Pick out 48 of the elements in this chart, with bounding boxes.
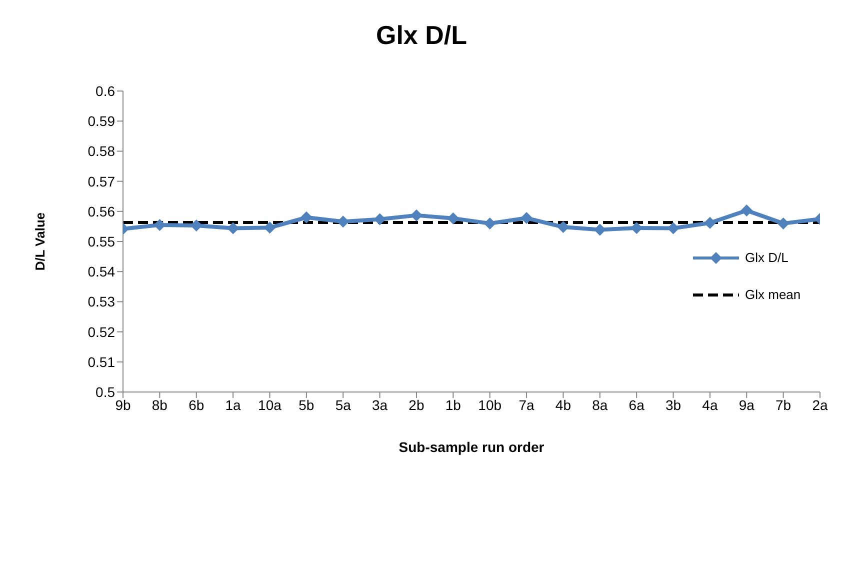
point xyxy=(594,224,606,236)
x-tick-label: 2b xyxy=(408,396,424,413)
x-tick-label: 5b xyxy=(298,396,314,413)
y-tick-label: 0.5 xyxy=(96,384,116,400)
chart-title: Glx D/L xyxy=(374,20,468,51)
x-tick-label: 4a xyxy=(702,396,718,413)
y-axis-title: D/L Value xyxy=(32,212,48,271)
point xyxy=(374,213,386,226)
y-tick-label: 0.53 xyxy=(88,294,116,310)
point xyxy=(740,204,753,216)
y-tick-label: 0.56 xyxy=(88,203,116,220)
point xyxy=(337,216,350,228)
point xyxy=(410,209,422,222)
point xyxy=(557,221,570,234)
x-tick-label: 10b xyxy=(478,396,502,413)
x-tick-label: 8b xyxy=(152,396,168,413)
x-tick-label: 7b xyxy=(776,396,792,413)
y-tick-label: 0.55 xyxy=(88,233,116,250)
point xyxy=(520,212,533,224)
y-tick-label: 0.57 xyxy=(88,173,116,190)
x-tick-label: 2a xyxy=(812,396,828,413)
y-tick-label: 0.59 xyxy=(88,113,116,130)
y-tick-label: 0.6 xyxy=(96,82,116,99)
x-tick-label: 5a xyxy=(335,396,352,413)
point xyxy=(447,212,460,224)
x-tick-label: 6a xyxy=(628,396,645,413)
x-tick-label: 1a xyxy=(225,396,242,413)
x-tick-label: 3a xyxy=(372,396,388,413)
point xyxy=(300,211,312,224)
x-tick-label: 7a xyxy=(518,396,535,413)
y-tick-label: 0.51 xyxy=(88,354,116,370)
x-tick-label: 6b xyxy=(188,396,204,413)
point xyxy=(484,217,496,230)
x-tick-label: 10a xyxy=(258,396,282,413)
x-tick-label: 4b xyxy=(555,396,572,413)
legend-label: Glx D/L xyxy=(745,250,788,265)
x-tick-label: 8a xyxy=(592,396,608,413)
x-tick-label: 3b xyxy=(665,396,682,413)
y-tick-label: 0.58 xyxy=(88,143,116,160)
x-tick-label: 1b xyxy=(445,396,462,413)
y-tick-label: 0.52 xyxy=(88,324,116,340)
x-tick-label: 9a xyxy=(738,396,755,413)
x-axis-title: Sub-sample run order xyxy=(398,439,545,455)
point xyxy=(704,216,716,229)
y-tick-label: 0.54 xyxy=(88,264,116,280)
legend-label: Glx mean xyxy=(745,287,801,302)
point xyxy=(777,217,790,230)
x-tick-label: 9b xyxy=(115,396,131,413)
